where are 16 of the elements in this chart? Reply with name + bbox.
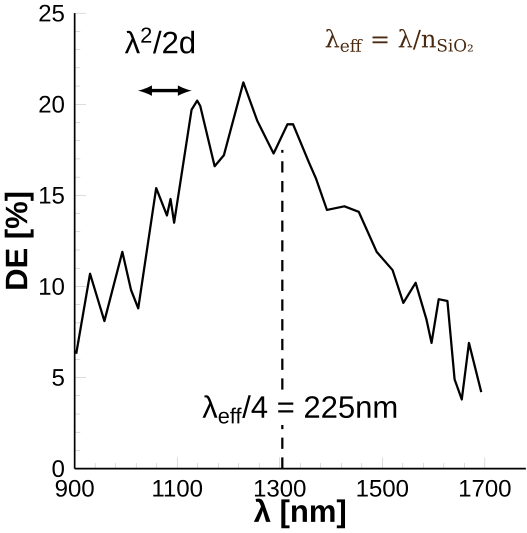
y-axis-title: DE [%]: [4, 192, 34, 289]
y-tick-label: 0: [52, 460, 64, 478]
annotation: λ$^{2}$/2d: [125, 27, 194, 54]
y-tick-label: 5: [52, 369, 64, 386]
y-tick-label: 20: [40, 96, 64, 113]
x-axis-title: λ [nm]: [254, 498, 346, 528]
x-tick-label: 900: [56, 480, 94, 497]
y-tick-label: 15: [40, 186, 64, 204]
y-tick-label: 25: [40, 4, 64, 22]
x-tick-label: 1100: [153, 480, 202, 497]
x-tick-label: 1300: [255, 480, 306, 497]
annotation: λ$_{eff}$/4 = 225nm: [202, 395, 396, 424]
x-tick-label: 1700: [460, 480, 511, 497]
annotation: λ$_{eff}$ = λ/n$_{SiO₂}$: [326, 29, 473, 52]
x-tick-label: 1500: [358, 480, 408, 497]
y-tick-label: 10: [40, 278, 64, 295]
